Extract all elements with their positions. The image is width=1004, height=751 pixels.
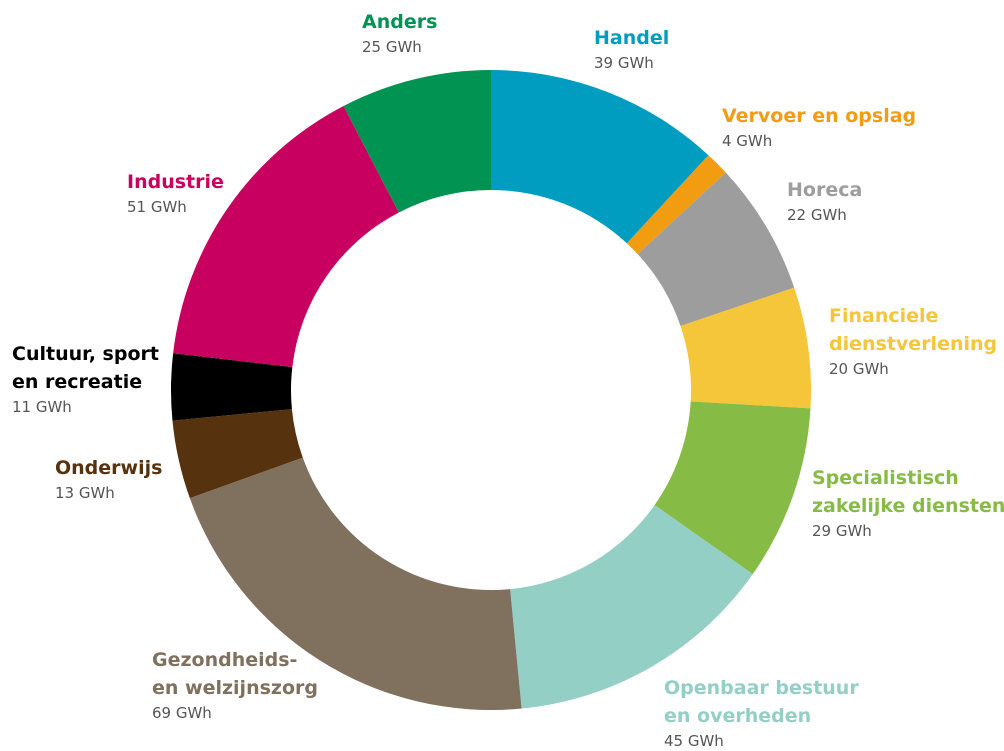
label-line: Gezondheids- [152,649,297,671]
label-line: dienstverlening [829,333,997,355]
donut-slice [680,287,811,409]
donut-slice [654,401,811,575]
slice-label: Cultuur, sport en recreatie [12,343,159,393]
slice-label: Financiele dienstverlening [829,305,997,355]
label-line: en recreatie [12,371,142,393]
donut-slice [189,457,522,711]
donut-slice [510,505,753,709]
value-label: 4 GWh [722,132,772,150]
slice-label: Industrie [127,171,224,193]
label-line: Openbaar bestuur [664,677,859,699]
donut-slice [170,353,293,421]
label-line: en welzijnszorg [152,677,318,699]
label-line: Anders [362,11,437,33]
value-label: 11 GWh [12,398,72,416]
label-line: zakelijke diensten [812,495,1004,517]
label-line: Horeca [787,179,862,201]
value-label: 69 GWh [152,704,212,722]
value-label: 29 GWh [812,522,872,540]
value-label: 22 GWh [787,206,847,224]
label-line: Vervoer en opslag [722,105,916,127]
donut-slice [491,70,709,244]
value-label: 39 GWh [594,54,654,72]
slice-label: Horeca [787,179,862,201]
label-line: Specialistisch [812,467,959,489]
donut-slice [172,409,303,499]
label-line: en overheden [664,705,811,727]
value-label: 20 GWh [829,360,889,378]
label-line: Handel [594,27,669,49]
label-line: Financiele [829,305,938,327]
value-label: 13 GWh [55,484,115,502]
label-line: Cultuur, sport [12,343,159,365]
label-line: Industrie [127,171,224,193]
slice-label: Anders [362,11,437,33]
slice-label: Handel [594,27,669,49]
slice-label: Vervoer en opslag [722,105,916,127]
value-label: 45 GWh [664,732,724,750]
donut-slice [626,155,726,255]
slice-label: Specialistisch zakelijke diensten [812,467,1004,517]
value-label: 25 GWh [362,38,422,56]
value-label: 51 GWh [127,198,187,216]
donut-slice [637,172,795,327]
slice-label: Openbaar bestuur en overheden [664,677,859,727]
donut-slice [343,70,491,213]
slice-label: Onderwijs [55,457,162,479]
label-line: Onderwijs [55,457,162,479]
slice-label: Gezondheids-en welzijnszorg [152,649,318,699]
donut-slice [173,105,399,368]
